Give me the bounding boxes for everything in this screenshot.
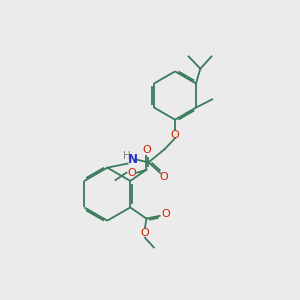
Text: O: O xyxy=(161,209,170,219)
Text: N: N xyxy=(128,153,138,166)
Text: O: O xyxy=(128,168,136,178)
Text: O: O xyxy=(141,228,149,238)
Text: O: O xyxy=(142,145,151,155)
Text: H: H xyxy=(123,151,130,161)
Text: O: O xyxy=(171,130,179,140)
Text: O: O xyxy=(160,172,168,182)
